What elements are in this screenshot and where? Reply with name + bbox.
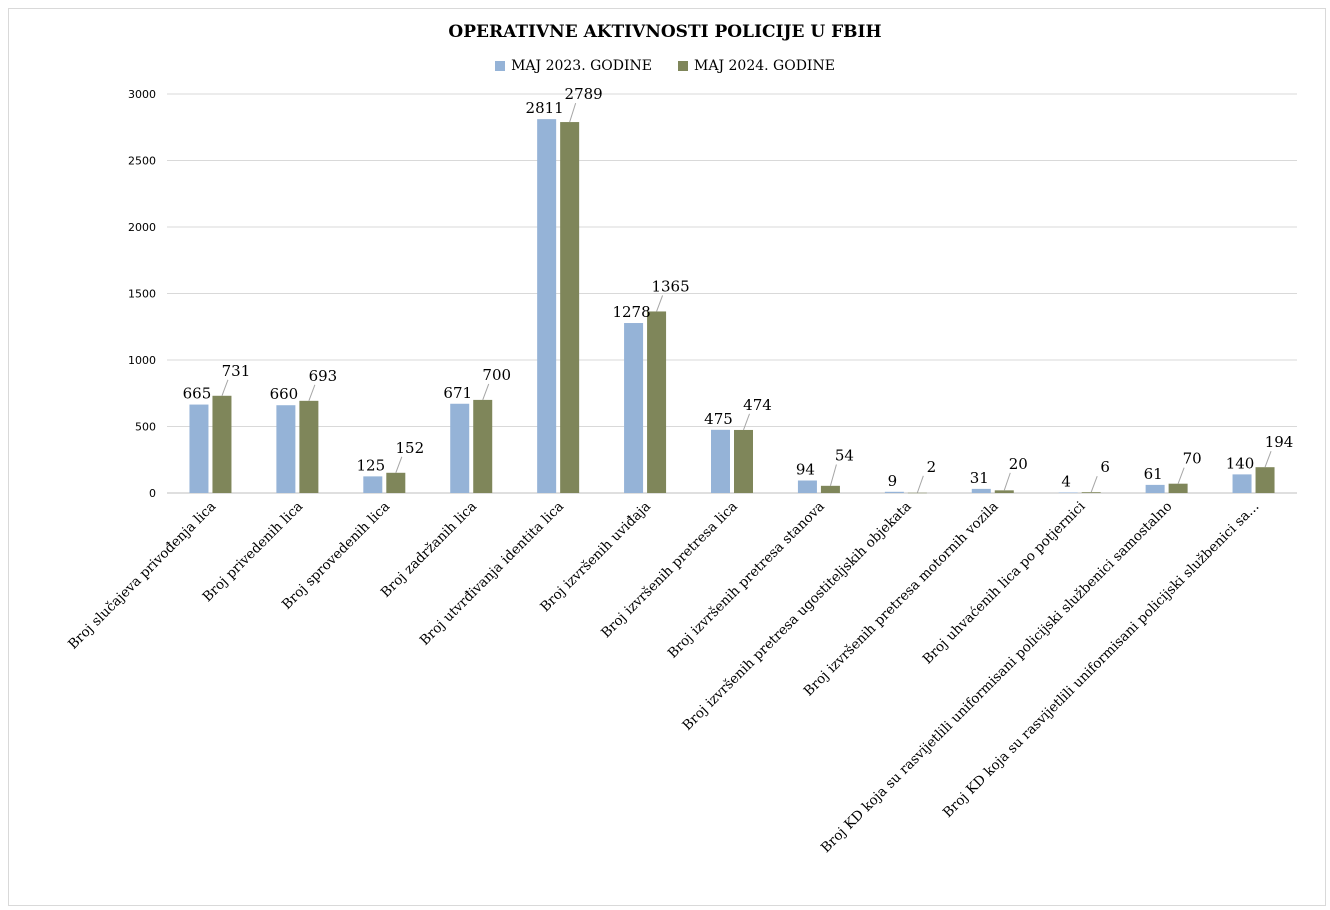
data-label-2024: 731 [222,362,251,380]
bar-2023 [276,405,296,493]
y-tick-label: 500 [135,421,156,434]
bar-2023 [1232,474,1252,493]
leader-line [743,413,750,431]
bar-2023 [1058,492,1078,493]
leader-line [1177,467,1185,484]
leader-line [1003,472,1011,491]
data-label-2023: 9 [888,472,898,490]
category-label: Broj izvršenih pretresa stanova [665,499,828,662]
category-label: Broj zadržanih lica [378,499,480,601]
data-label-2024: 152 [395,439,424,457]
data-label-2024: 700 [482,366,511,384]
data-label-2024: 1365 [651,277,689,295]
bar-2023 [711,429,730,493]
y-tick-label: 1000 [128,354,156,367]
bar-2023 [971,488,991,493]
data-label-2024: 70 [1183,450,1202,468]
data-label-2024: 20 [1009,455,1028,473]
bar-2024 [734,429,753,493]
legend-item-2024: MAJ 2024. GODINE [678,58,835,74]
legend-label-2023: MAJ 2023. GODINE [511,58,652,74]
bar-2023 [797,480,817,493]
category-label: Broj slučajeva privođenja lica [65,499,219,653]
data-label-2023: 660 [270,385,299,403]
data-label-2023: 125 [356,456,385,474]
data-label-2023: 475 [704,410,733,428]
bar-2024 [907,492,927,494]
bar-2024 [1168,483,1188,493]
y-tick-label: 2500 [128,155,156,168]
leader-line [656,295,664,312]
data-label-2023: 94 [796,460,815,478]
bar-2024 [820,485,840,493]
data-label-2023: 671 [443,384,472,402]
data-label-2023: 665 [183,385,212,403]
category-label: Broj uhvaćenih lica po potjernici [920,498,1089,667]
leader-line [916,475,924,493]
leader-line [395,456,403,473]
bar-2023 [450,403,470,493]
data-label-2023: 4 [1061,472,1071,490]
y-tick-label: 0 [149,487,156,500]
leader-line [1090,476,1098,493]
bar-2023 [537,119,557,494]
bar-2023 [189,404,209,493]
data-label-2024: 693 [309,367,338,385]
data-label-2024: 2789 [565,85,603,103]
data-label-2023: 31 [970,469,989,487]
bar-2024 [212,395,232,493]
leader-line [829,464,837,486]
bar-2023 [363,476,383,493]
bar-2024 [299,400,319,493]
legend-item-2023: MAJ 2023. GODINE [495,58,652,74]
category-label: Broj utvrđivanja identita lica [417,499,567,649]
category-label: Broj izvršenih pretresa motornih vozila [801,499,1002,700]
bar-2023 [1145,484,1165,493]
bar-2024 [1081,492,1101,493]
category-label: Broj izvršenih pretresa lica [598,499,741,642]
bar-2024 [473,399,493,493]
legend-swatch-2023 [495,61,506,71]
leader-line [308,384,316,402]
bar-2024 [647,311,667,493]
legend-label-2024: MAJ 2024. GODINE [694,58,835,74]
data-label-2023: 1278 [612,303,650,321]
data-label-2024: 194 [1265,433,1294,451]
legend: MAJ 2023. GODINE MAJ 2024. GODINE [0,58,1330,74]
category-label: Broj KD koja su rasvijetlili uniformisan… [940,499,1262,821]
data-label-2023: 61 [1144,465,1163,483]
data-label-2024: 54 [835,446,854,464]
bar-2024 [1255,467,1275,493]
leader-line [482,383,490,401]
chart-title: OPERATIVNE AKTIVNOSTI POLICIJE U FBIH [448,22,882,42]
bar-2024 [386,472,406,493]
data-label-2024: 6 [1100,458,1110,476]
y-tick-label: 3000 [128,88,156,101]
leader-line [569,102,577,123]
bar-2023 [884,491,904,493]
data-label-2023: 140 [1226,454,1255,472]
bar-2024 [560,122,580,494]
bar-2024 [994,490,1014,493]
leader-line [1264,451,1272,468]
bar-2023 [624,323,644,493]
y-tick-label: 1500 [128,288,156,301]
legend-swatch-2024 [678,61,688,71]
data-label-2024: 2 [927,458,937,476]
leader-line [221,379,229,396]
y-tick-label: 2000 [128,221,156,234]
data-label-2023: 2811 [526,99,564,117]
data-label-2024: 474 [743,396,772,414]
